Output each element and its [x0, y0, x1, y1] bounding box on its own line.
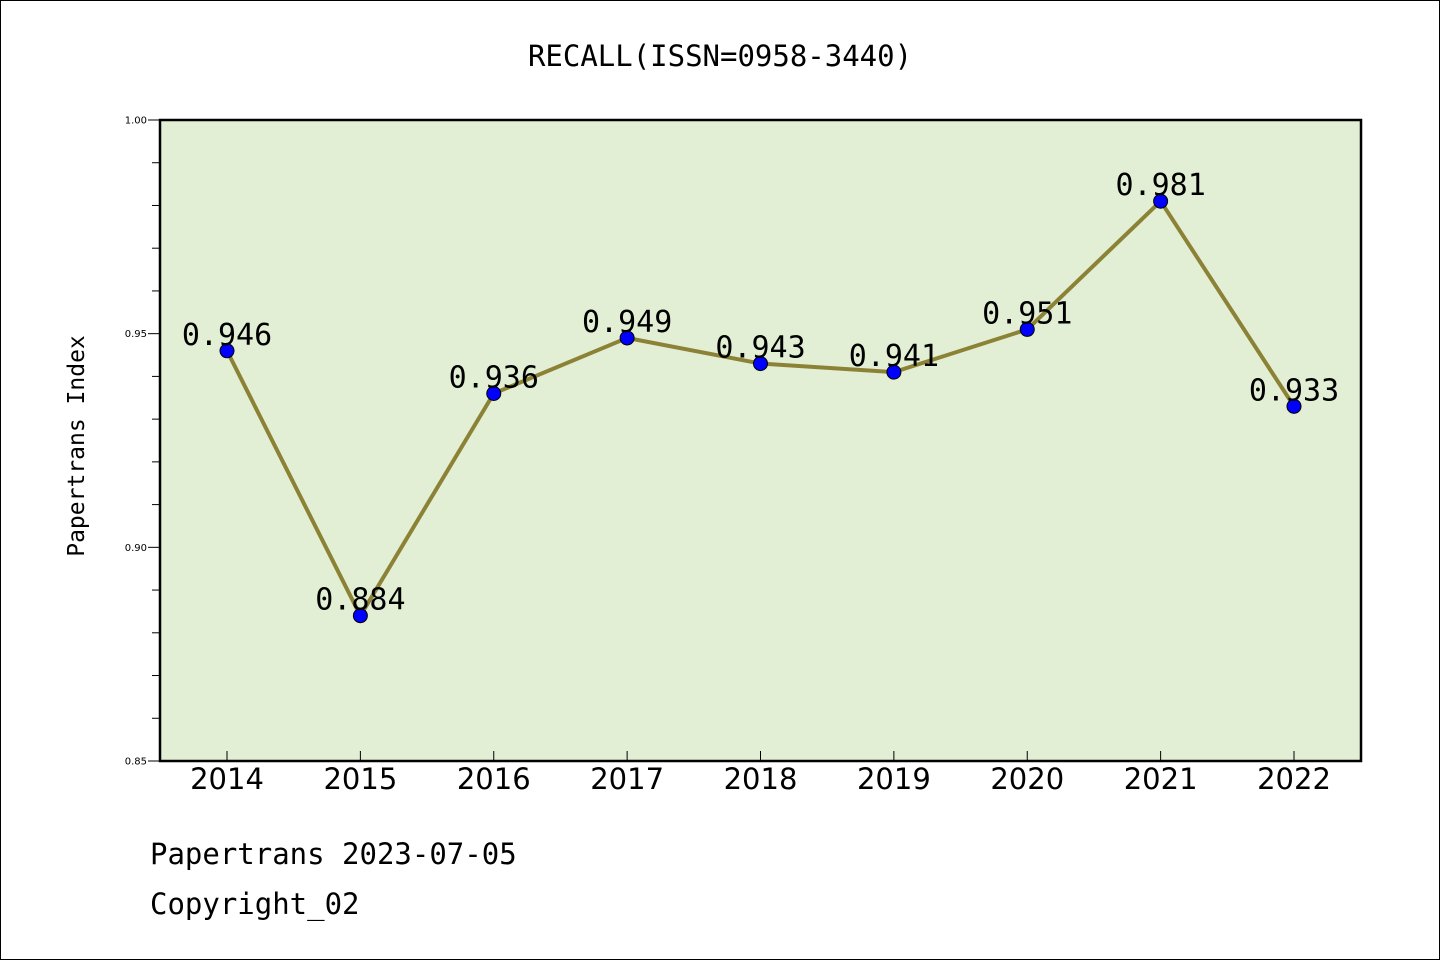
- data-point: [1286, 398, 1302, 414]
- data-point: [219, 343, 235, 359]
- x-tick-label: 2022: [1257, 762, 1331, 796]
- x-tick-label: 2019: [857, 762, 931, 796]
- x-tick-label: 2015: [323, 762, 397, 796]
- data-point: [886, 364, 902, 380]
- x-tick-label: 2021: [1124, 762, 1198, 796]
- footer-date: Papertrans 2023-07-05: [150, 837, 517, 871]
- x-tick-label: 2017: [590, 762, 664, 796]
- y-tick-label: 0.90: [125, 543, 147, 554]
- y-tick-label: 0.85: [125, 757, 147, 768]
- data-point: [753, 356, 768, 372]
- plot-border: [158, 118, 1363, 763]
- y-axis-label: Papertrans Index: [64, 335, 90, 557]
- data-point: [1153, 193, 1169, 209]
- x-tick-label: 2016: [457, 762, 531, 796]
- plot-area: [160, 120, 1361, 761]
- data-label: 0.951: [982, 296, 1072, 331]
- x-axis-ticks: 2014 2015 2016 2017 2018 2019 2020 2021 2022: [190, 751, 1331, 796]
- data-label: 0.941: [849, 339, 939, 374]
- data-point: [1019, 321, 1035, 337]
- data-label: 0.936: [449, 360, 539, 395]
- y-tick-label: 1.00: [125, 116, 147, 127]
- data-point: [619, 330, 635, 346]
- data-label: 0.981: [1115, 168, 1205, 203]
- data-label: 0.933: [1249, 373, 1339, 408]
- data-label: 0.949: [582, 305, 672, 340]
- y-axis-ticks: 0.85 0.90 0.95 1.00: [125, 116, 160, 768]
- y-tick-label: 0.95: [125, 329, 147, 340]
- footer-copyright: Copyright_02: [150, 887, 360, 922]
- x-tick-label: 2018: [724, 762, 798, 796]
- x-tick-label: 2020: [990, 762, 1064, 796]
- data-point: [352, 608, 368, 624]
- data-label: 0.943: [715, 331, 805, 366]
- data-label: 0.946: [182, 318, 272, 353]
- x-tick-label: 2014: [190, 762, 264, 796]
- data-point: [486, 385, 502, 401]
- chart-title: RECALL(ISSN=0958-3440): [528, 39, 912, 73]
- series-group: 0.946 0.884 0.936 0.949 0.943 0.941 0.951 0.981…: [182, 168, 1339, 624]
- data-label: 0.884: [315, 583, 405, 618]
